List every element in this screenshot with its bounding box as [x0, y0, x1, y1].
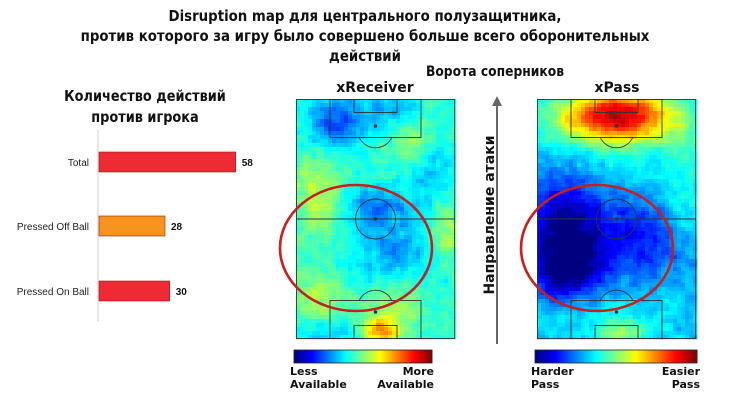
xreceiver-colorbar — [293, 349, 433, 364]
highlight-ring — [519, 183, 675, 313]
bar — [98, 151, 237, 173]
xpass-colorbar-max-label: Easier Pass — [640, 365, 700, 391]
bar-chart-title-line-2: против игрока — [91, 108, 199, 126]
bar-category-label: Pressed Off Ball — [17, 222, 89, 233]
xpass-title: xPass — [594, 80, 640, 96]
opponent-goal-label: Ворота соперников — [425, 64, 565, 80]
bar-value-label: 28 — [171, 222, 183, 233]
page-title: Disruption map для центрального полузащи… — [51, 6, 679, 66]
bar-chart: Total 58 Pressed Off Ball 28 Pressed On Ball… — [17, 130, 254, 322]
bar — [98, 215, 166, 237]
bar-category-label: Total — [68, 158, 89, 169]
bar-chart-title-line-1: Количество действий — [64, 87, 226, 105]
page-title-line-1: Disruption map для центрального полузащи… — [168, 7, 562, 25]
colorbar-frame — [534, 349, 698, 364]
bar-value-label: 58 — [242, 158, 254, 169]
xpass-colorbar-min-line-1: Harder — [531, 365, 574, 378]
highlight-ring — [278, 183, 434, 313]
xpass-colorbar-max-line-2: Pass — [671, 378, 700, 391]
xpass-colorbar-min-line-2: Pass — [531, 378, 560, 391]
pitch-lines — [537, 99, 696, 339]
xpass-colorbar-min-label: Harder Pass — [531, 365, 574, 391]
bar-value-label: 30 — [176, 287, 188, 298]
bar-chart-title: Количество действий против игрока — [55, 86, 236, 128]
page-title-line-2: против которого за игру было совершено б… — [80, 27, 650, 65]
xreceiver-title: xReceiver — [336, 80, 414, 96]
xreceiver-colorbar-min-label: Less Available — [290, 365, 347, 391]
bar-category-label: Pressed On Ball — [17, 287, 89, 298]
xreceiver-colorbar-min-line-2: Available — [290, 378, 347, 391]
pitch-lines — [296, 99, 455, 339]
attack-direction-arrow — [492, 96, 502, 344]
xpass-colorbar — [534, 349, 698, 364]
xpass-colorbar-max-line-1: Easier — [661, 365, 700, 378]
xreceiver-colorbar-max-line-1: More — [402, 365, 434, 378]
xreceiver-colorbar-max-line-2: Available — [377, 378, 434, 391]
xreceiver-colorbar-max-label: More Available — [372, 365, 434, 391]
bar — [98, 280, 171, 302]
xreceiver-colorbar-min-line-1: Less — [290, 365, 318, 378]
xreceiver-heatmap — [296, 99, 457, 340]
colorbar-frame — [293, 349, 433, 364]
